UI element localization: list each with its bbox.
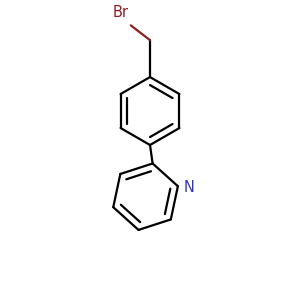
Text: Br: Br [112,5,128,20]
Text: N: N [183,180,194,195]
